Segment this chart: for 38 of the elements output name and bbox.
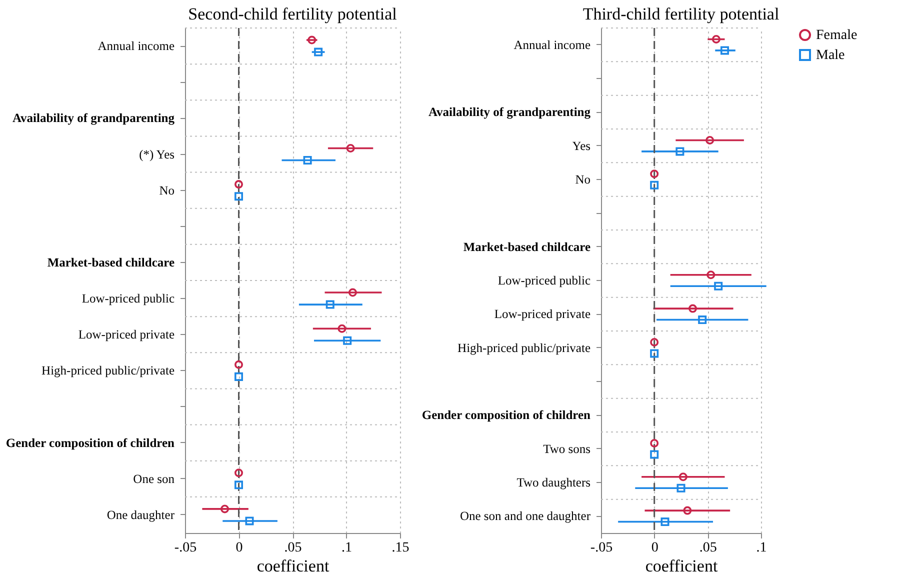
x-axis-title: coefficient: [645, 556, 718, 576]
y-tick-label: One daughter: [106, 508, 176, 522]
y-tick-label: One son and one daughter: [460, 509, 592, 524]
y-tick-label: Availability of grandparenting: [428, 105, 592, 120]
y-tick-label: Low-priced public: [82, 292, 175, 306]
x-tick-label: -.05: [590, 540, 613, 556]
x-tick-label: 0: [236, 540, 243, 556]
x-tick-label: .05: [284, 540, 302, 556]
y-tick-label: Market-based childcare: [463, 240, 591, 254]
y-tick-label: Annual income: [98, 39, 175, 54]
legend-label: Male: [816, 48, 845, 63]
y-tick-label: Low-priced public: [498, 274, 591, 288]
y-tick-label: High-priced public/private: [458, 340, 591, 355]
y-tick-label: Two daughters: [516, 476, 591, 490]
x-tick-label: .1: [342, 540, 352, 556]
y-tick-label: Gender composition of children: [422, 408, 591, 422]
y-tick-label: No: [159, 183, 174, 198]
y-tick-label: (*) Yes: [139, 147, 175, 162]
y-tick-label: Low-priced private: [494, 307, 591, 322]
y-tick-label: Gender composition of children: [6, 436, 175, 450]
x-tick-label: .05: [699, 540, 717, 556]
x-tick-label: .15: [392, 540, 410, 556]
x-tick-label: -.05: [174, 540, 197, 556]
y-tick-label: Annual income: [514, 38, 591, 52]
y-tick-label: Yes: [572, 138, 591, 153]
chart-title: Second-child fertility potential: [188, 4, 398, 24]
legend-label: Female: [816, 28, 858, 43]
y-tick-label: Low-priced private: [78, 328, 175, 342]
y-tick-label: Market-based childcare: [47, 255, 175, 270]
y-tick-label: No: [575, 172, 590, 186]
y-tick-label: Two sons: [543, 442, 591, 456]
y-tick-label: Availability of grandparenting: [12, 111, 176, 126]
x-tick-label: .1: [756, 540, 767, 556]
x-tick-label: 0: [651, 540, 658, 556]
y-tick-label: High-priced public/private: [42, 364, 175, 378]
y-tick-label: One son: [133, 472, 176, 486]
x-axis-title: coefficient: [256, 556, 330, 576]
chart-title: Third-child fertility potential: [582, 4, 780, 24]
